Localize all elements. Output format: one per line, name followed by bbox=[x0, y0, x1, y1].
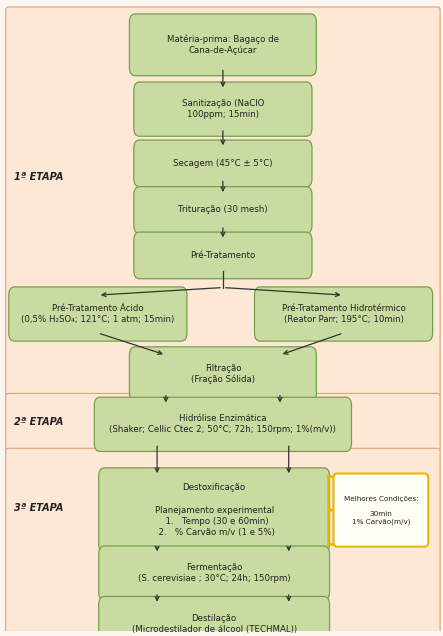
FancyBboxPatch shape bbox=[334, 474, 428, 547]
FancyBboxPatch shape bbox=[254, 287, 433, 341]
FancyBboxPatch shape bbox=[134, 187, 312, 233]
FancyBboxPatch shape bbox=[94, 398, 351, 452]
FancyBboxPatch shape bbox=[6, 448, 440, 634]
Text: 3ª ETAPA: 3ª ETAPA bbox=[15, 503, 64, 513]
Text: Hidrólise Enzimática
(Shaker; Cellic Ctec 2; 50°C; 72h; 150rpm; 1%(m/v)): Hidrólise Enzimática (Shaker; Cellic Cte… bbox=[109, 414, 336, 434]
Text: Pré-Tratamento: Pré-Tratamento bbox=[190, 251, 256, 260]
FancyBboxPatch shape bbox=[99, 597, 330, 636]
Text: 1ª ETAPA: 1ª ETAPA bbox=[15, 172, 64, 183]
FancyBboxPatch shape bbox=[134, 82, 312, 136]
FancyBboxPatch shape bbox=[129, 14, 316, 76]
Text: Trituração (30 mesh): Trituração (30 mesh) bbox=[178, 205, 268, 214]
FancyBboxPatch shape bbox=[6, 394, 440, 452]
FancyBboxPatch shape bbox=[99, 546, 330, 600]
FancyBboxPatch shape bbox=[129, 347, 316, 401]
Text: Fermentação
(S. cerevisiae ; 30°C; 24h; 150rpm): Fermentação (S. cerevisiae ; 30°C; 24h; … bbox=[138, 563, 291, 583]
FancyBboxPatch shape bbox=[134, 140, 312, 187]
Text: Sanitização (NaClO
100ppm; 15min): Sanitização (NaClO 100ppm; 15min) bbox=[182, 99, 264, 119]
Text: Pré-Tratamento Ácido
(0,5% H₂SO₄; 121°C; 1 atm; 15min): Pré-Tratamento Ácido (0,5% H₂SO₄; 121°C;… bbox=[21, 304, 175, 324]
Text: Melhores Condições:

30min
1% Carvão(m/v): Melhores Condições: 30min 1% Carvão(m/v) bbox=[344, 495, 418, 525]
FancyBboxPatch shape bbox=[134, 232, 312, 279]
FancyBboxPatch shape bbox=[9, 287, 187, 341]
Text: Pré-Tratamento Hidrotérmico
(Reator Parr; 195°C; 10min): Pré-Tratamento Hidrotérmico (Reator Parr… bbox=[282, 304, 405, 324]
FancyBboxPatch shape bbox=[99, 468, 330, 552]
Text: Destoxificação

Planejamento experimental
  1.   Tempo (30 e 60min)
  2.   % Car: Destoxificação Planejamento experimental… bbox=[153, 483, 275, 537]
Text: Filtração
(Fração Sólida): Filtração (Fração Sólida) bbox=[191, 364, 255, 384]
Text: Matéria-prima: Bagaço de
Cana-de-Açúcar: Matéria-prima: Bagaço de Cana-de-Açúcar bbox=[167, 34, 279, 55]
FancyBboxPatch shape bbox=[6, 7, 440, 398]
Text: 2ª ETAPA: 2ª ETAPA bbox=[15, 417, 64, 427]
Text: Secagem (45°C ± 5°C): Secagem (45°C ± 5°C) bbox=[173, 159, 272, 168]
Text: Destilação
(Microdestilador de álcool (TECHMAL)): Destilação (Microdestilador de álcool (T… bbox=[132, 614, 297, 633]
